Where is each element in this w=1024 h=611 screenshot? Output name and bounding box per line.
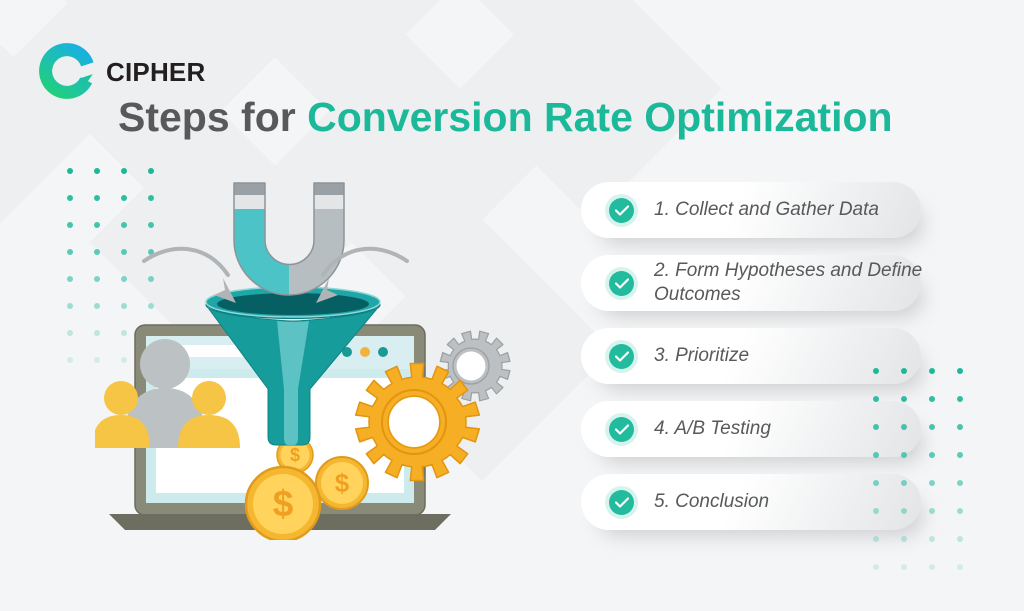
svg-text:$: $ xyxy=(290,445,300,465)
svg-text:$: $ xyxy=(335,468,350,498)
svg-text:$: $ xyxy=(273,483,294,524)
